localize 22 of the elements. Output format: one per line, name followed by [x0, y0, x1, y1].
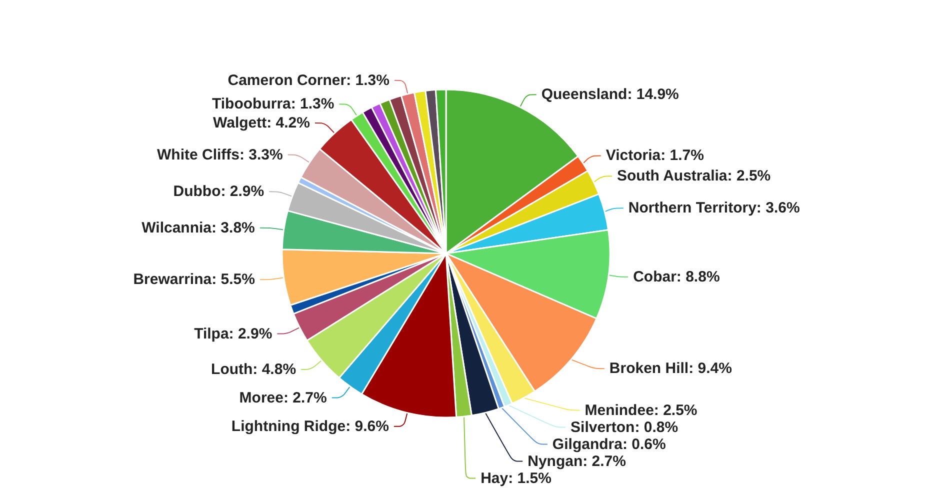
slice-label: Nyngan: 2.7%: [528, 452, 626, 470]
slice-label: White Cliffs: 3.3%: [157, 146, 283, 164]
slice-label: Wilcannia: 3.8%: [142, 219, 255, 236]
slice-label: Northern Territory: 3.6%: [628, 200, 800, 217]
slice-label: Walgett: 4.2%: [213, 114, 310, 132]
slice-label: Tilpa: 2.9%: [194, 325, 272, 342]
slice-label: South Australia: 2.5%: [616, 168, 771, 185]
slice-label: Lightning Ridge: 9.6%: [231, 418, 389, 435]
slice-label: Silverton: 0.8%: [570, 418, 678, 436]
slice-label: Tibooburra: 1.3%: [212, 96, 334, 113]
slice-label: Moree: 2.7%: [239, 389, 327, 406]
slice-label: Brewarrina: 5.5%: [133, 271, 255, 288]
slice-label: Cobar: 8.8%: [633, 268, 720, 286]
slice-label: Dubbo: 2.9%: [173, 183, 264, 200]
slice-label: Menindee: 2.5%: [584, 402, 698, 419]
slice-label: Victoria: 1.7%: [606, 147, 704, 164]
slice-label: Broken Hill: 9.4%: [609, 360, 732, 378]
slice-label: Cameron Corner: 1.3%: [228, 72, 390, 89]
slice-label: Queensland: 14.9%: [541, 86, 679, 104]
slice-label: Hay: 1.5%: [480, 470, 552, 487]
slice-label: Louth: 4.8%: [211, 361, 296, 378]
slice-label: Gilgandra: 0.6%: [552, 436, 666, 453]
